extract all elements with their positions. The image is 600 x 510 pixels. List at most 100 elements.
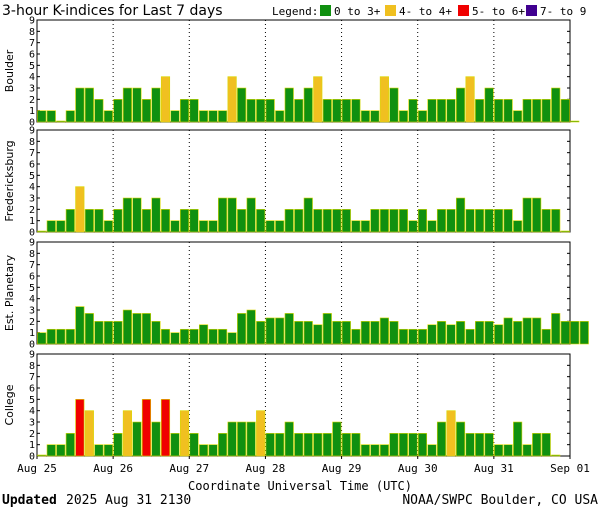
k-index-bar bbox=[341, 99, 351, 123]
k-index-bar bbox=[56, 120, 66, 123]
k-index-bar bbox=[427, 220, 437, 233]
k-index-bar bbox=[265, 317, 275, 345]
y-tick-label: 5 bbox=[29, 283, 35, 294]
k-index-bar bbox=[313, 209, 323, 233]
k-index-bar bbox=[84, 209, 94, 233]
k-index-bar bbox=[389, 433, 399, 457]
k-index-bar bbox=[398, 328, 408, 345]
k-index-bar bbox=[294, 433, 304, 457]
x-tick-label: Sep 01 bbox=[550, 462, 590, 475]
k-index-bar bbox=[227, 76, 237, 123]
k-index-bar bbox=[446, 324, 456, 345]
k-index-bar bbox=[218, 328, 228, 345]
y-tick-label: 1 bbox=[29, 216, 35, 227]
k-index-bar bbox=[227, 197, 237, 233]
k-index-bar bbox=[265, 433, 275, 457]
k-index-bar bbox=[56, 444, 66, 457]
k-index-bar bbox=[513, 421, 523, 457]
x-tick-label: Aug 28 bbox=[246, 462, 286, 475]
k-index-bar bbox=[160, 76, 171, 123]
k-index-bar bbox=[379, 317, 389, 345]
k-index-bar bbox=[494, 209, 504, 233]
source-credit: NOAA/SWPC Boulder, CO USA bbox=[402, 493, 598, 508]
legend-entry: 0 to 3+ bbox=[334, 5, 381, 18]
k-index-bar bbox=[246, 99, 256, 123]
y-tick-label: 5 bbox=[29, 171, 35, 182]
k-index-bar bbox=[551, 209, 561, 233]
k-index-bar bbox=[503, 317, 513, 345]
k-index-bar bbox=[484, 87, 494, 123]
k-index-bar bbox=[570, 321, 580, 345]
y-tick-label: 4 bbox=[29, 72, 35, 83]
k-index-bar bbox=[436, 321, 447, 345]
k-index-bar bbox=[75, 87, 85, 123]
k-index-bar bbox=[122, 309, 132, 345]
k-index-bar bbox=[494, 324, 504, 345]
k-index-bar bbox=[351, 99, 361, 123]
k-index-bar bbox=[494, 444, 504, 457]
k-index-bar bbox=[303, 87, 313, 123]
y-tick-label: 2 bbox=[29, 95, 35, 106]
k-index-bar bbox=[322, 433, 332, 457]
k-index-bar bbox=[294, 99, 304, 123]
k-index-bar bbox=[170, 433, 180, 457]
k-index-bar bbox=[199, 444, 209, 457]
legend-entry: 4- to 4+ bbox=[399, 5, 452, 18]
y-tick-label: 9 bbox=[29, 16, 35, 27]
y-tick-label: 1 bbox=[29, 440, 35, 451]
k-index-bar bbox=[417, 328, 428, 345]
k-index-bar bbox=[303, 197, 313, 233]
x-tick-label: Aug 27 bbox=[169, 462, 209, 475]
k-index-bar bbox=[246, 197, 256, 233]
x-tick-label: Aug 26 bbox=[93, 462, 133, 475]
panel-label: Fredericksburg bbox=[3, 140, 16, 221]
k-index-bar bbox=[132, 197, 142, 233]
legend-entry: 5- to 6+ bbox=[472, 5, 525, 18]
k-index-bar bbox=[522, 317, 532, 345]
k-index-bar bbox=[427, 324, 437, 345]
k-index-bar bbox=[113, 321, 123, 345]
k-index-bar bbox=[303, 321, 313, 345]
k-index-bar bbox=[122, 410, 132, 457]
k-index-bar bbox=[103, 444, 113, 457]
k-index-bar bbox=[208, 444, 218, 457]
y-tick-label: 6 bbox=[29, 384, 35, 395]
k-index-bar bbox=[446, 209, 456, 233]
k-index-bar bbox=[256, 209, 266, 233]
k-index-bar bbox=[455, 87, 466, 123]
legend-swatch bbox=[320, 5, 331, 16]
y-tick-label: 8 bbox=[29, 27, 35, 38]
k-index-bar bbox=[465, 209, 475, 233]
k-index-bar bbox=[237, 209, 247, 233]
k-index-bar bbox=[389, 321, 399, 345]
legend-entry: 7- to 9 bbox=[540, 5, 586, 18]
k-index-bar bbox=[475, 99, 485, 123]
k-index-bar bbox=[179, 99, 190, 123]
k-index-bar bbox=[370, 444, 380, 457]
legend-swatch bbox=[526, 5, 537, 16]
k-index-bar bbox=[275, 110, 285, 123]
panel-label: Boulder bbox=[3, 49, 16, 92]
k-index-bar bbox=[151, 421, 161, 457]
k-index-bar bbox=[351, 328, 361, 345]
k-index-bar bbox=[360, 220, 370, 233]
k-index-bar bbox=[294, 321, 304, 345]
k-index-bar bbox=[551, 87, 561, 123]
k-index-bar bbox=[436, 99, 447, 123]
k-index-bar bbox=[579, 321, 589, 345]
k-index-bar bbox=[475, 209, 485, 233]
k-index-bar bbox=[275, 220, 285, 233]
k-index-bar bbox=[227, 421, 237, 457]
k-index-bar bbox=[151, 321, 161, 345]
k-index-bar bbox=[484, 433, 494, 457]
k-index-bar bbox=[275, 317, 285, 345]
k-index-bar bbox=[494, 99, 504, 123]
k-index-bar bbox=[218, 433, 228, 457]
k-index-bar bbox=[417, 110, 428, 123]
y-tick-label: 7 bbox=[29, 38, 35, 49]
k-index-bar bbox=[379, 209, 389, 233]
k-index-bar bbox=[427, 99, 437, 123]
